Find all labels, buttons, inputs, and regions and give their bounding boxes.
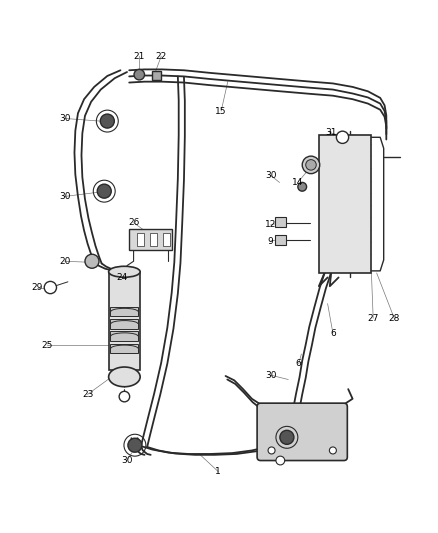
- Bar: [150, 233, 157, 246]
- FancyBboxPatch shape: [257, 403, 347, 461]
- Text: 28: 28: [389, 314, 400, 322]
- Text: 20: 20: [59, 257, 71, 266]
- Circle shape: [85, 254, 99, 268]
- Text: 25: 25: [42, 341, 53, 350]
- Circle shape: [329, 447, 336, 454]
- Text: 14: 14: [292, 178, 304, 187]
- Text: 31: 31: [325, 128, 336, 138]
- Bar: [109, 272, 140, 370]
- Text: 30: 30: [59, 192, 71, 201]
- Circle shape: [336, 131, 349, 143]
- Circle shape: [134, 69, 145, 80]
- Circle shape: [119, 391, 130, 402]
- Text: 23: 23: [82, 390, 93, 399]
- Ellipse shape: [109, 367, 140, 387]
- Circle shape: [302, 156, 320, 174]
- Text: 6: 6: [330, 328, 336, 337]
- Text: 15: 15: [215, 107, 227, 116]
- Bar: [275, 217, 286, 227]
- Bar: [319, 135, 371, 273]
- Bar: [110, 344, 138, 353]
- Text: 9: 9: [268, 237, 274, 246]
- Text: 6: 6: [296, 359, 302, 368]
- Circle shape: [298, 182, 307, 191]
- Text: 30: 30: [265, 171, 276, 180]
- Ellipse shape: [109, 266, 140, 277]
- Text: 30: 30: [59, 114, 71, 123]
- Circle shape: [280, 430, 294, 445]
- Text: 12: 12: [265, 220, 276, 229]
- Circle shape: [97, 184, 111, 198]
- Circle shape: [44, 281, 57, 294]
- Bar: [163, 233, 170, 246]
- Text: 30: 30: [265, 370, 276, 379]
- Bar: [152, 71, 161, 80]
- Circle shape: [276, 456, 285, 465]
- Text: 24: 24: [116, 273, 127, 282]
- Bar: [110, 319, 138, 329]
- Text: 29: 29: [32, 283, 43, 292]
- Text: 30: 30: [121, 456, 133, 465]
- Bar: [137, 233, 144, 246]
- Text: 22: 22: [155, 52, 167, 61]
- Circle shape: [306, 159, 316, 170]
- Text: 1: 1: [215, 467, 221, 476]
- Bar: [129, 229, 172, 251]
- Circle shape: [100, 114, 114, 128]
- Bar: [110, 307, 138, 317]
- Bar: [110, 332, 138, 341]
- Text: 21: 21: [134, 52, 145, 61]
- Circle shape: [268, 447, 275, 454]
- Circle shape: [128, 438, 142, 452]
- Bar: [275, 235, 286, 245]
- Text: 27: 27: [367, 314, 379, 322]
- Text: 26: 26: [128, 218, 139, 227]
